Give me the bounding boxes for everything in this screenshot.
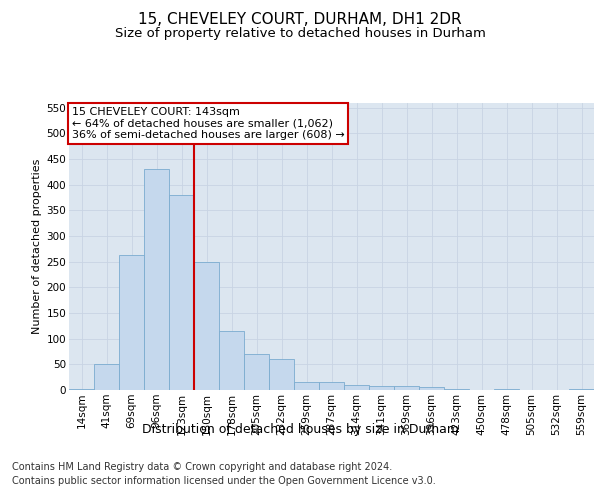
Bar	[344, 385, 369, 390]
Text: 15, CHEVELEY COURT, DURHAM, DH1 2DR: 15, CHEVELEY COURT, DURHAM, DH1 2DR	[138, 12, 462, 28]
Y-axis label: Number of detached properties: Number of detached properties	[32, 158, 43, 334]
Bar	[219, 331, 244, 390]
Bar	[319, 382, 344, 390]
Bar	[369, 386, 394, 390]
Bar	[444, 389, 469, 390]
Bar	[194, 262, 219, 390]
Bar	[269, 359, 294, 390]
Bar	[494, 389, 519, 390]
Bar	[394, 386, 419, 390]
Bar	[69, 389, 94, 390]
Bar	[294, 382, 319, 390]
Text: 15 CHEVELEY COURT: 143sqm
← 64% of detached houses are smaller (1,062)
36% of se: 15 CHEVELEY COURT: 143sqm ← 64% of detac…	[71, 107, 344, 140]
Bar	[169, 195, 194, 390]
Bar	[419, 388, 444, 390]
Text: Contains HM Land Registry data © Crown copyright and database right 2024.: Contains HM Land Registry data © Crown c…	[12, 462, 392, 472]
Bar	[119, 255, 144, 390]
Bar	[244, 354, 269, 390]
Text: Contains public sector information licensed under the Open Government Licence v3: Contains public sector information licen…	[12, 476, 436, 486]
Text: Size of property relative to detached houses in Durham: Size of property relative to detached ho…	[115, 26, 485, 40]
Bar	[144, 169, 169, 390]
Bar	[569, 389, 594, 390]
Bar	[94, 364, 119, 390]
Text: Distribution of detached houses by size in Durham: Distribution of detached houses by size …	[142, 422, 458, 436]
